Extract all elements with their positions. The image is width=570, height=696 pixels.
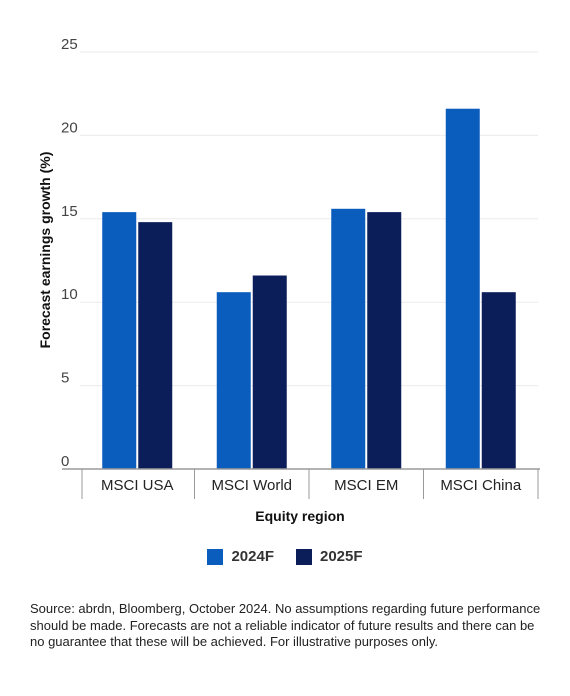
legend-item-2025F: 2025F [296, 548, 363, 565]
x-tick-label: MSCI China [440, 477, 522, 494]
legend-swatch [207, 548, 224, 565]
bars [102, 108, 516, 470]
x-tick-label: MSCI World [211, 477, 292, 494]
y-tick-label: 15 [61, 203, 78, 220]
y-tick-label: 25 [61, 36, 78, 53]
x-axis-label: Equity region [255, 508, 344, 524]
bar-2024F-msci-usa [102, 212, 137, 470]
legend-item-2024F: 2024F [207, 548, 274, 565]
y-tick-label: 20 [61, 119, 78, 136]
x-tick-label: MSCI USA [101, 477, 174, 494]
y-axis-label: Forecast earnings growth (%) [37, 152, 53, 349]
y-tick-label: 0 [61, 453, 69, 470]
legend-swatch [296, 548, 312, 565]
source-note: Source: abrdn, Bloomberg, October 2024. … [30, 601, 541, 649]
bar-2024F-msci-china [445, 108, 480, 469]
bar-2024F-msci-world [216, 292, 251, 469]
legend: 2024F 2025F [0, 548, 570, 565]
legend-label: 2024F [231, 548, 274, 565]
bar-2025F-msci-usa [138, 222, 173, 469]
y-tick-label: 5 [61, 370, 69, 387]
bar-2024F-msci-em [331, 208, 366, 470]
bar-2025F-msci-em [367, 212, 402, 470]
y-tick-label: 10 [61, 286, 78, 303]
y-axis-ticks: 0 5 10 15 20 25 [61, 36, 78, 470]
bar-2025F-msci-china [481, 292, 516, 469]
x-axis: MSCI USA MSCI World MSCI EM MSCI China [62, 468, 540, 499]
x-tick-label: MSCI EM [334, 477, 398, 494]
bar-2025F-msci-world [252, 275, 287, 469]
legend-label: 2025F [320, 548, 363, 565]
